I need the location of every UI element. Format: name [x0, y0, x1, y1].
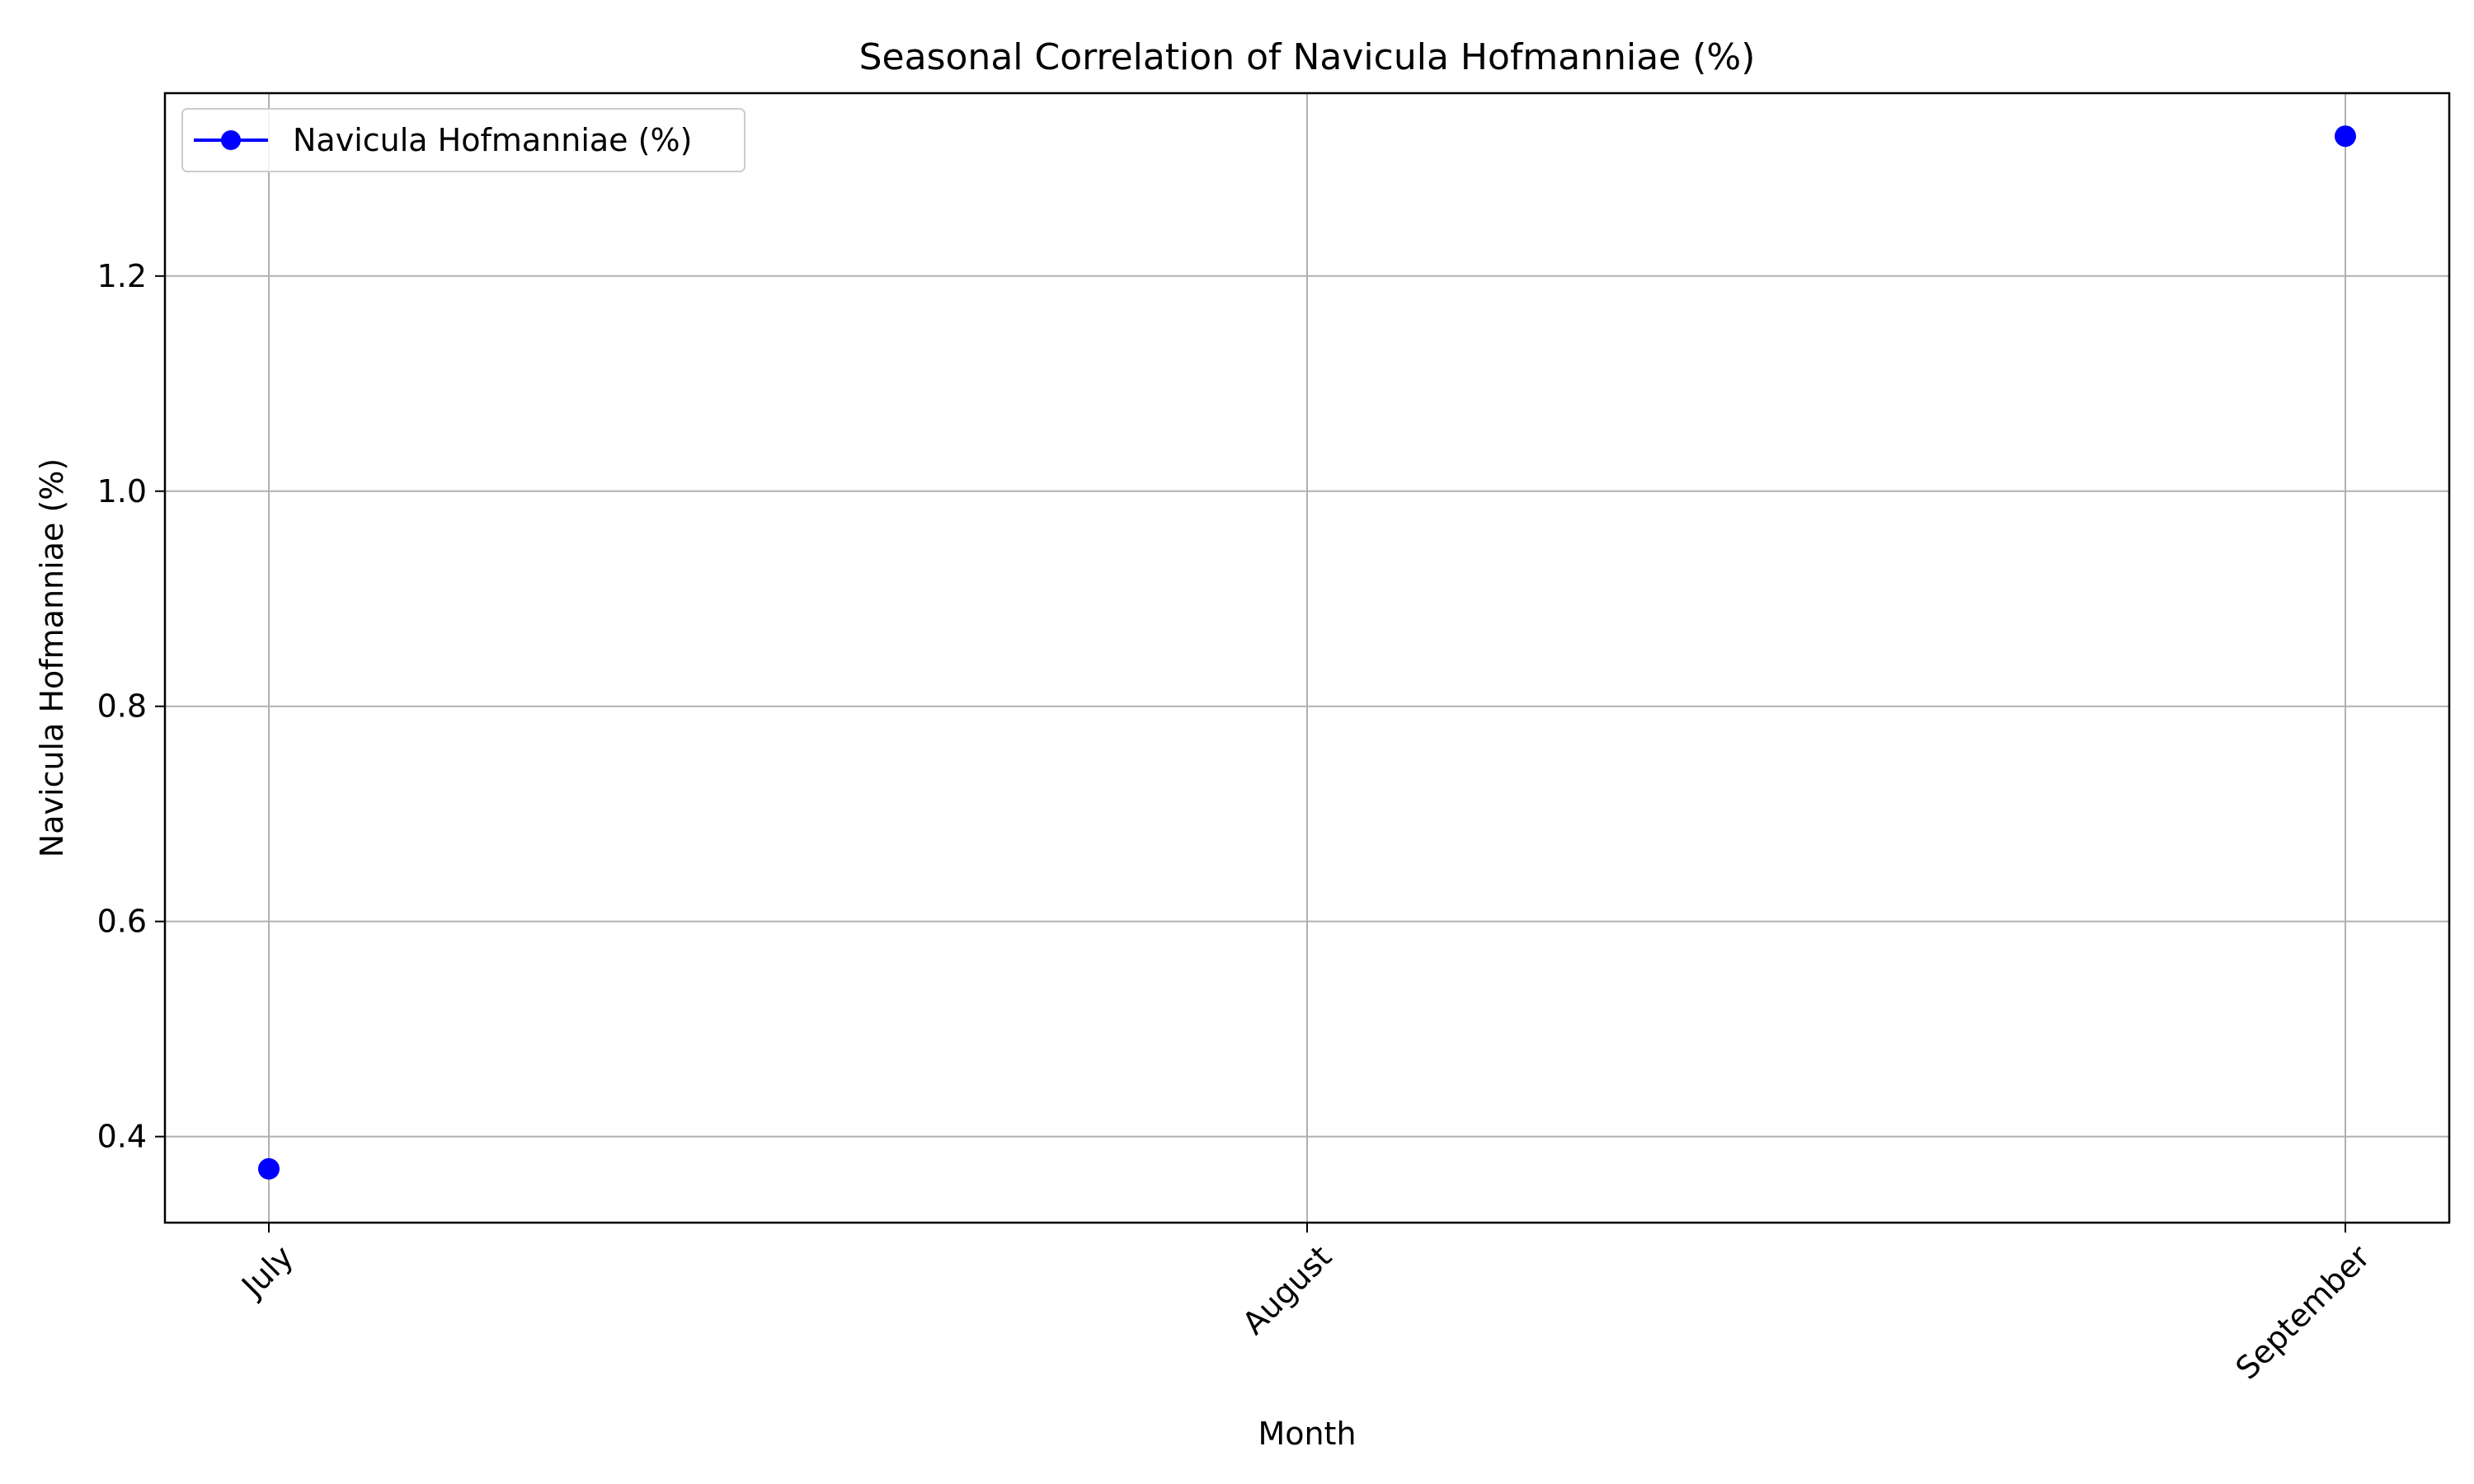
y-tick-label: 0.8 [97, 688, 147, 725]
y-tick-label: 1.2 [97, 258, 147, 294]
data-point [2335, 125, 2356, 148]
data-point [258, 1158, 280, 1180]
legend: Navicula Hofmanniae (%) [181, 108, 745, 172]
grid-lines [165, 93, 2449, 1223]
series-layer [258, 125, 2356, 1180]
chart-title: Seasonal Correlation of Navicula Hofmann… [859, 36, 1756, 78]
x-axis-label: Month [1258, 1416, 1356, 1452]
y-tick-label: 0.4 [97, 1119, 147, 1155]
y-tick-label: 0.6 [97, 904, 147, 940]
legend-marker-swatch [221, 130, 241, 150]
y-tick-label: 1.0 [97, 473, 147, 510]
legend-label: Navicula Hofmanniae (%) [293, 122, 692, 158]
legend-frame [181, 108, 745, 172]
y-axis-label: Navicula Hofmanniae (%) [34, 458, 70, 857]
